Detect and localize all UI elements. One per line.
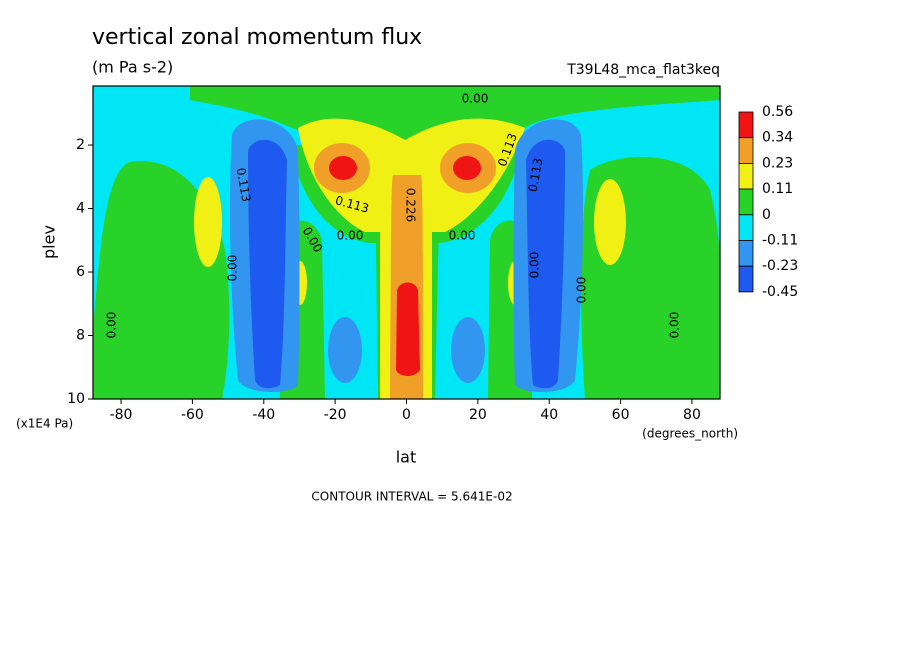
x-tick-label: 60 xyxy=(612,407,630,423)
colorbar-box xyxy=(738,111,754,139)
chart-subtitle: (m Pa s-2) xyxy=(92,58,173,77)
contour-label: 0.00 xyxy=(105,312,119,339)
contour-label: 0.00 xyxy=(337,229,364,243)
contour-label: 0.113 xyxy=(234,167,254,203)
contour-fill xyxy=(248,139,287,389)
x-units: (degrees_north) xyxy=(642,427,738,441)
x-axis-label: lat xyxy=(396,448,417,467)
contour-interval: CONTOUR INTERVAL = 5.641E-02 xyxy=(311,490,512,504)
colorbar-box xyxy=(738,188,754,216)
colorbar-label: 0.11 xyxy=(762,181,793,197)
x-tick-label: -40 xyxy=(252,407,275,423)
colorbar-box xyxy=(738,214,754,241)
contour-label: 0.00 xyxy=(462,92,489,106)
contour-label: 0.00 xyxy=(226,255,240,282)
colorbar-box xyxy=(738,265,754,293)
colorbar-label: 0 xyxy=(762,207,771,223)
contour-label: 0.00 xyxy=(668,312,682,339)
colorbar-label: -0.23 xyxy=(762,258,798,274)
x-tick-label: -80 xyxy=(110,407,133,423)
x-tick-label: 0 xyxy=(402,407,411,423)
chart-title: vertical zonal momentum flux xyxy=(92,25,422,50)
run-label: T39L48_mca_flat3keq xyxy=(566,62,720,78)
contour-label: 0.00 xyxy=(449,229,476,243)
contour-fill xyxy=(329,156,357,180)
x-tick-label: 40 xyxy=(540,407,558,423)
contour-fill xyxy=(396,282,420,376)
contour-fill xyxy=(194,177,222,267)
contour-fill xyxy=(453,156,481,180)
contour-label: 0.113 xyxy=(526,157,546,193)
contour-fill xyxy=(328,317,362,383)
contour-fill xyxy=(451,317,485,383)
x-tick-label: 20 xyxy=(469,407,487,423)
y-units: (x1E4 Pa) xyxy=(16,417,73,431)
y-tick-label: 6 xyxy=(76,264,85,280)
contour-label: 0.226 xyxy=(404,188,418,222)
colorbar-label: 0.56 xyxy=(762,104,793,120)
x-tick-label: -60 xyxy=(181,407,204,423)
contour-fill xyxy=(594,179,626,265)
contour-fill xyxy=(526,139,565,389)
contour-label: 0.00 xyxy=(575,277,589,304)
colorbar-label: -0.11 xyxy=(762,233,798,249)
y-tick-label: 4 xyxy=(76,201,85,217)
y-tick-label: 2 xyxy=(76,137,85,153)
colorbar-label: 0.34 xyxy=(762,130,793,146)
colorbar-box xyxy=(738,137,754,164)
y-tick-label: 8 xyxy=(76,328,85,344)
x-tick-label: -20 xyxy=(324,407,347,423)
colorbar-label: 0.23 xyxy=(762,155,793,171)
colorbar-box xyxy=(738,162,754,190)
colorbar-box xyxy=(738,240,754,267)
y-axis-label: plev xyxy=(40,225,59,259)
contour-label: 0.00 xyxy=(528,252,542,279)
colorbar-label: -0.45 xyxy=(762,284,798,300)
contour-field xyxy=(93,86,720,399)
x-tick-label: 80 xyxy=(683,407,701,423)
y-tick-label: 10 xyxy=(67,391,85,407)
